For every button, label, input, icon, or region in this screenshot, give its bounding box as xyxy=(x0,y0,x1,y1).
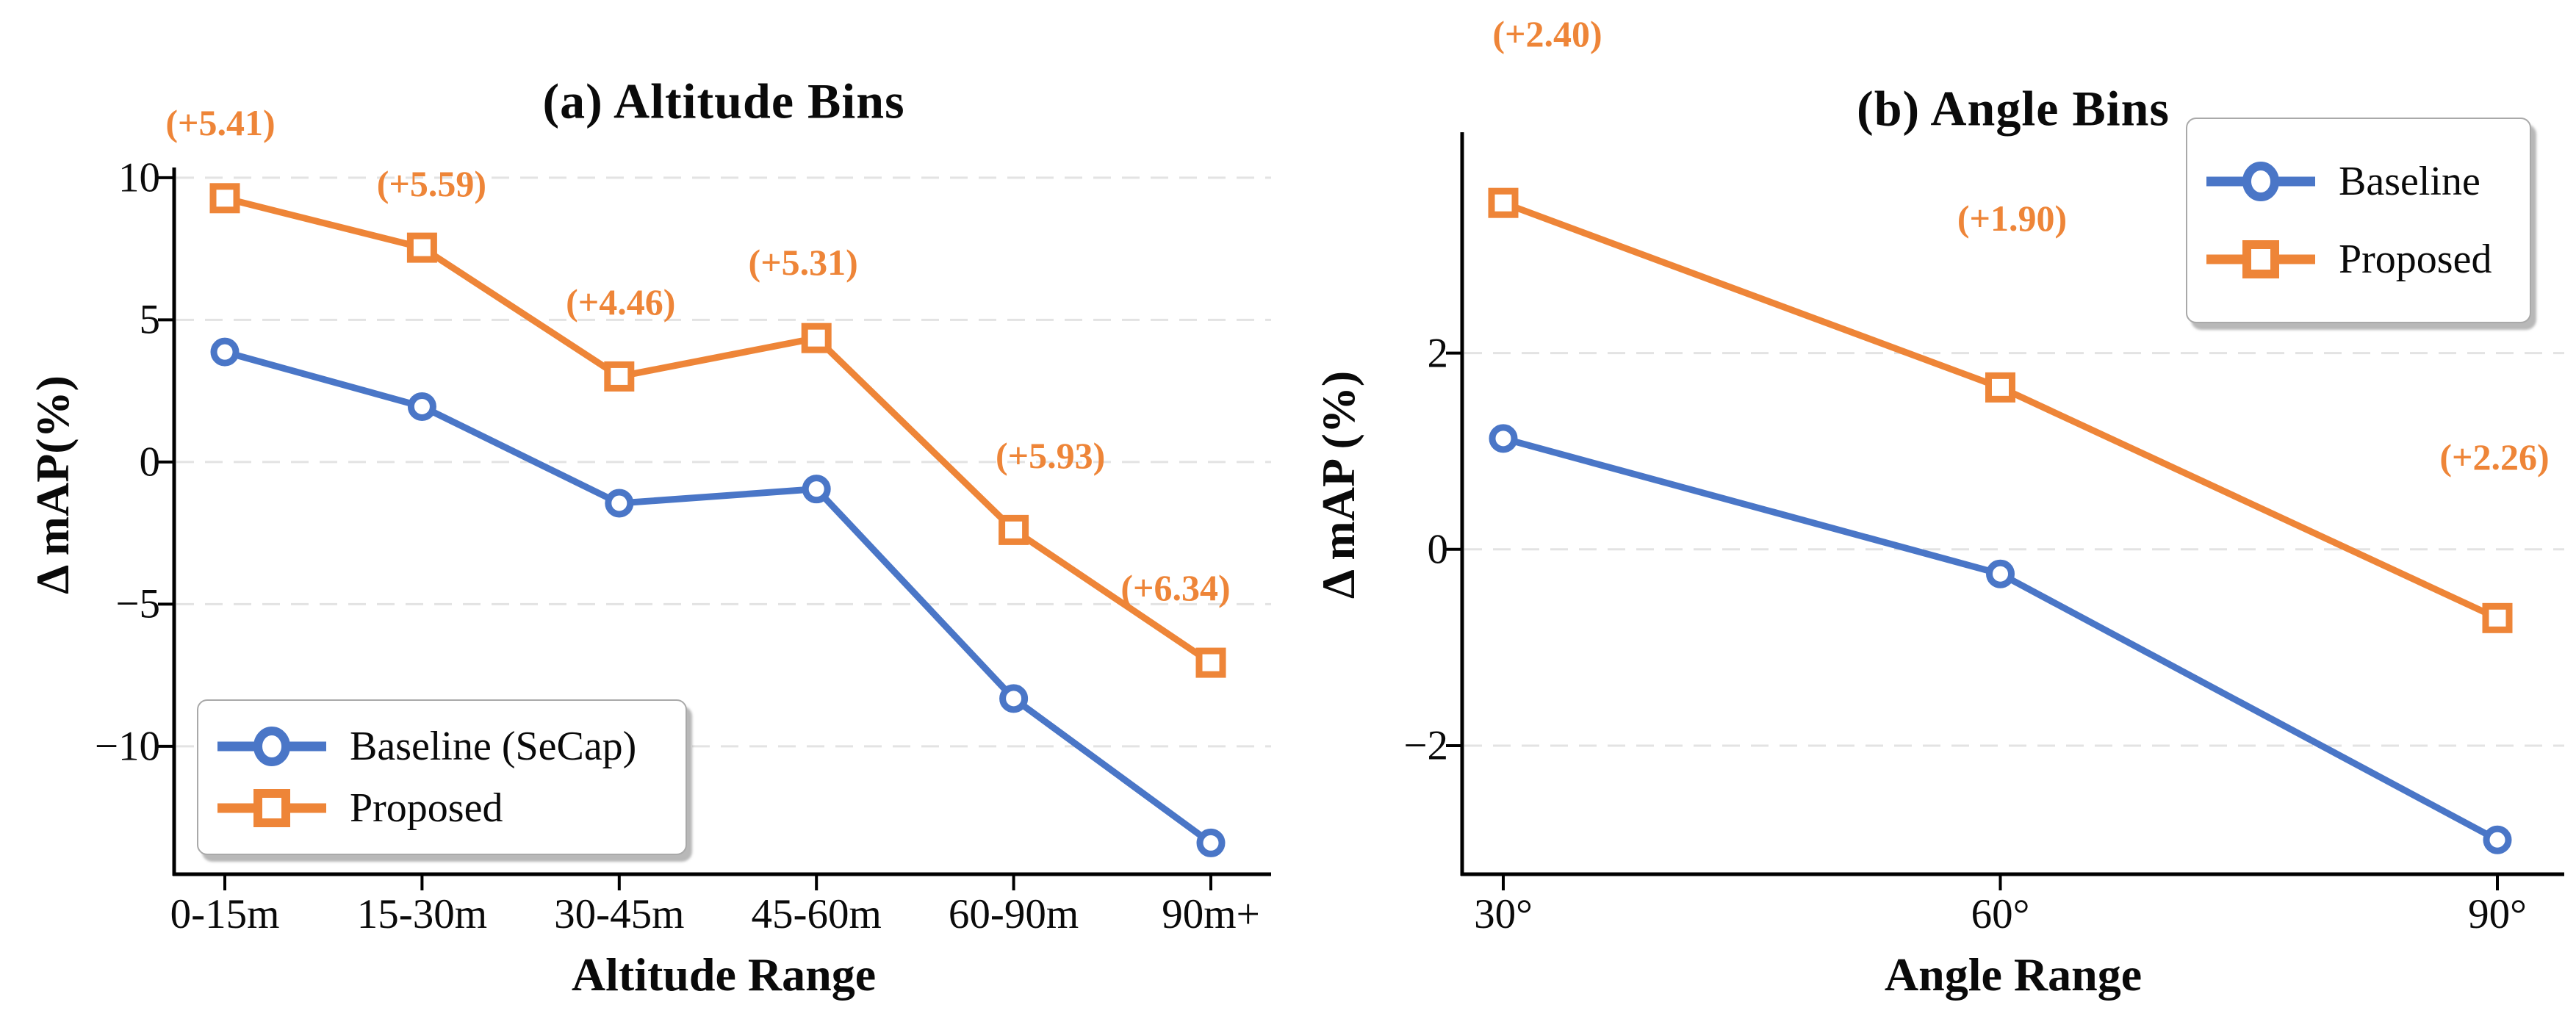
x-tick-label: 15-30m xyxy=(356,891,488,937)
x-tick-label: 30-45m xyxy=(554,891,685,937)
data-point-circle xyxy=(605,489,634,518)
x-tick-label: 90m+ xyxy=(1162,891,1260,937)
y-tick-label: 2 xyxy=(1427,330,1449,377)
data-point-circle xyxy=(1196,828,1226,857)
legend-label-proposed: Proposed xyxy=(350,785,503,831)
y-tick-label: 5 xyxy=(139,296,161,343)
y-tick-label: 10 xyxy=(118,154,160,201)
data-point-square xyxy=(2482,602,2513,633)
x-tick-label: 60° xyxy=(1971,891,2030,937)
legend-panel-a: Baseline (SeCap) Proposed xyxy=(197,699,687,855)
legend-item-baseline: Baseline (SeCap) xyxy=(213,723,671,770)
data-point-circle xyxy=(210,337,240,367)
data-point-square xyxy=(801,323,832,353)
y-tick-label: −10 xyxy=(94,723,160,770)
y-tick-label: −5 xyxy=(115,580,160,627)
legend-item-proposed: Proposed xyxy=(2202,236,2515,283)
delta-annotation: (+5.93) xyxy=(995,435,1106,477)
data-point-square xyxy=(406,232,437,263)
x-tick-label: 45-60m xyxy=(751,891,882,937)
data-point-square xyxy=(604,361,635,392)
legend-label-baseline: Baseline xyxy=(2339,158,2480,204)
panel-a-xlabel: Altitude Range xyxy=(571,948,877,1001)
x-tick-label: 90° xyxy=(2468,891,2527,937)
proposed-line-square-icon xyxy=(2206,240,2315,279)
data-point-circle xyxy=(407,392,436,421)
y-tick-label: 0 xyxy=(139,439,161,486)
series-line-baseline xyxy=(1502,435,2500,843)
x-tick-label: 30° xyxy=(1474,891,1533,937)
delta-annotation: (+6.34) xyxy=(1120,567,1231,609)
data-point-circle xyxy=(1986,559,2015,588)
data-point-square xyxy=(1985,372,2015,403)
legend-item-proposed: Proposed xyxy=(213,785,671,832)
delta-annotation: (+5.59) xyxy=(376,163,487,205)
data-point-square xyxy=(1195,647,1226,678)
legend-panel-b: Baseline Proposed xyxy=(2186,118,2531,323)
legend-item-baseline: Baseline xyxy=(2202,158,2515,205)
data-point-circle xyxy=(2483,825,2512,854)
delta-annotation: (+5.41) xyxy=(165,101,276,143)
delta-annotation: (+2.26) xyxy=(2439,436,2550,478)
panel-b-title: (b) Angle Bins xyxy=(1857,80,2170,137)
x-tick-label: 60-90m xyxy=(948,891,1079,937)
panel-a-title: (a) Altitude Bins xyxy=(542,73,905,129)
y-tick-label: 0 xyxy=(1427,526,1449,573)
data-point-circle xyxy=(999,684,1029,713)
panel-b-ylabel: Δ mAP (%) xyxy=(1312,370,1364,599)
x-tick-label: 0-15m xyxy=(170,891,280,937)
proposed-line-square-icon xyxy=(217,789,326,827)
series-line-proposed xyxy=(223,195,1213,666)
series-line-baseline xyxy=(223,348,1213,846)
delta-annotation: (+1.90) xyxy=(1957,198,2068,239)
data-point-square xyxy=(209,183,240,214)
panel-b-xlabel: Angle Range xyxy=(1884,948,2143,1001)
y-tick-label: −2 xyxy=(1403,722,1448,769)
delta-annotation: (+4.46) xyxy=(566,281,676,323)
data-point-square xyxy=(1488,187,1519,218)
data-point-circle xyxy=(1489,424,1518,453)
delta-annotation: (+5.31) xyxy=(748,242,858,284)
baseline-line-circle-icon xyxy=(217,727,326,766)
legend-label-baseline: Baseline (SeCap) xyxy=(350,724,637,769)
data-point-square xyxy=(999,514,1029,545)
data-point-circle xyxy=(802,475,831,504)
delta-annotation: (+2.40) xyxy=(1492,13,1602,55)
panel-a-ylabel: Δ mAP(%) xyxy=(26,375,79,594)
baseline-line-circle-icon xyxy=(2206,161,2315,201)
legend-label-proposed: Proposed xyxy=(2339,237,2492,283)
